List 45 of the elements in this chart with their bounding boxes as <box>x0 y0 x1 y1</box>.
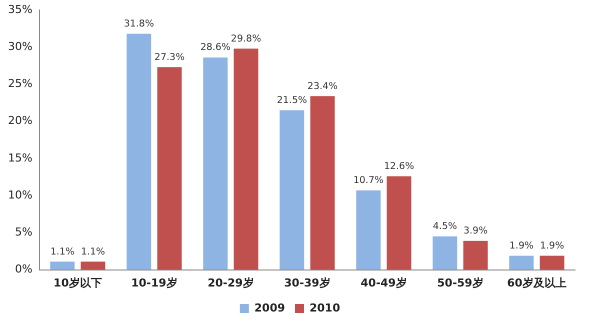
bar <box>356 190 381 270</box>
bar <box>509 256 534 270</box>
bar <box>432 236 458 270</box>
bar <box>50 262 75 270</box>
x-tick-label: 10岁以下 <box>54 276 102 290</box>
bar <box>540 256 564 270</box>
data-label: 28.6% <box>200 42 231 54</box>
data-label: 1.1% <box>80 246 106 258</box>
y-tick-label: 35% <box>8 2 32 16</box>
bar <box>80 262 106 270</box>
bar <box>463 240 488 270</box>
legend-label: 2010 <box>310 301 340 314</box>
data-label: 23.4% <box>307 80 338 92</box>
data-label: 21.5% <box>276 94 308 106</box>
legend-label: 2009 <box>254 301 286 314</box>
y-tick-label: 10% <box>8 188 32 202</box>
x-tick-label: 10-19岁 <box>131 276 178 290</box>
data-label: 3.9% <box>463 226 488 237</box>
y-tick-label: 25% <box>8 77 32 90</box>
x-tick-label: 30-39岁 <box>284 276 330 290</box>
x-tick-label: 40-49岁 <box>360 276 407 290</box>
data-label: 31.8% <box>124 18 154 30</box>
y-tick-label: 20% <box>8 114 32 128</box>
y-tick-label: 5% <box>14 226 32 239</box>
bar <box>310 96 335 270</box>
y-tick-label: 15% <box>8 151 32 164</box>
bar <box>234 48 258 270</box>
bar <box>203 58 228 270</box>
bar <box>126 34 152 270</box>
data-label: 1.9% <box>540 240 564 252</box>
data-label: 29.8% <box>230 33 262 44</box>
data-label: 27.3% <box>154 52 185 63</box>
x-tick-label: 50-59岁 <box>437 276 484 290</box>
x-tick-label: 20-29岁 <box>208 276 254 290</box>
bar <box>157 67 182 270</box>
bar <box>386 176 412 270</box>
data-label: 1.9% <box>509 240 534 252</box>
y-tick-label: 0% <box>14 262 32 276</box>
data-label: 10.7% <box>353 175 384 186</box>
data-label: 4.5% <box>432 221 458 232</box>
y-tick-label: 30% <box>8 40 32 53</box>
bar <box>280 110 304 270</box>
data-label: 1.1% <box>50 246 74 258</box>
x-tick-label: 60岁及以上 <box>507 276 566 290</box>
data-label: 12.6% <box>384 160 414 172</box>
